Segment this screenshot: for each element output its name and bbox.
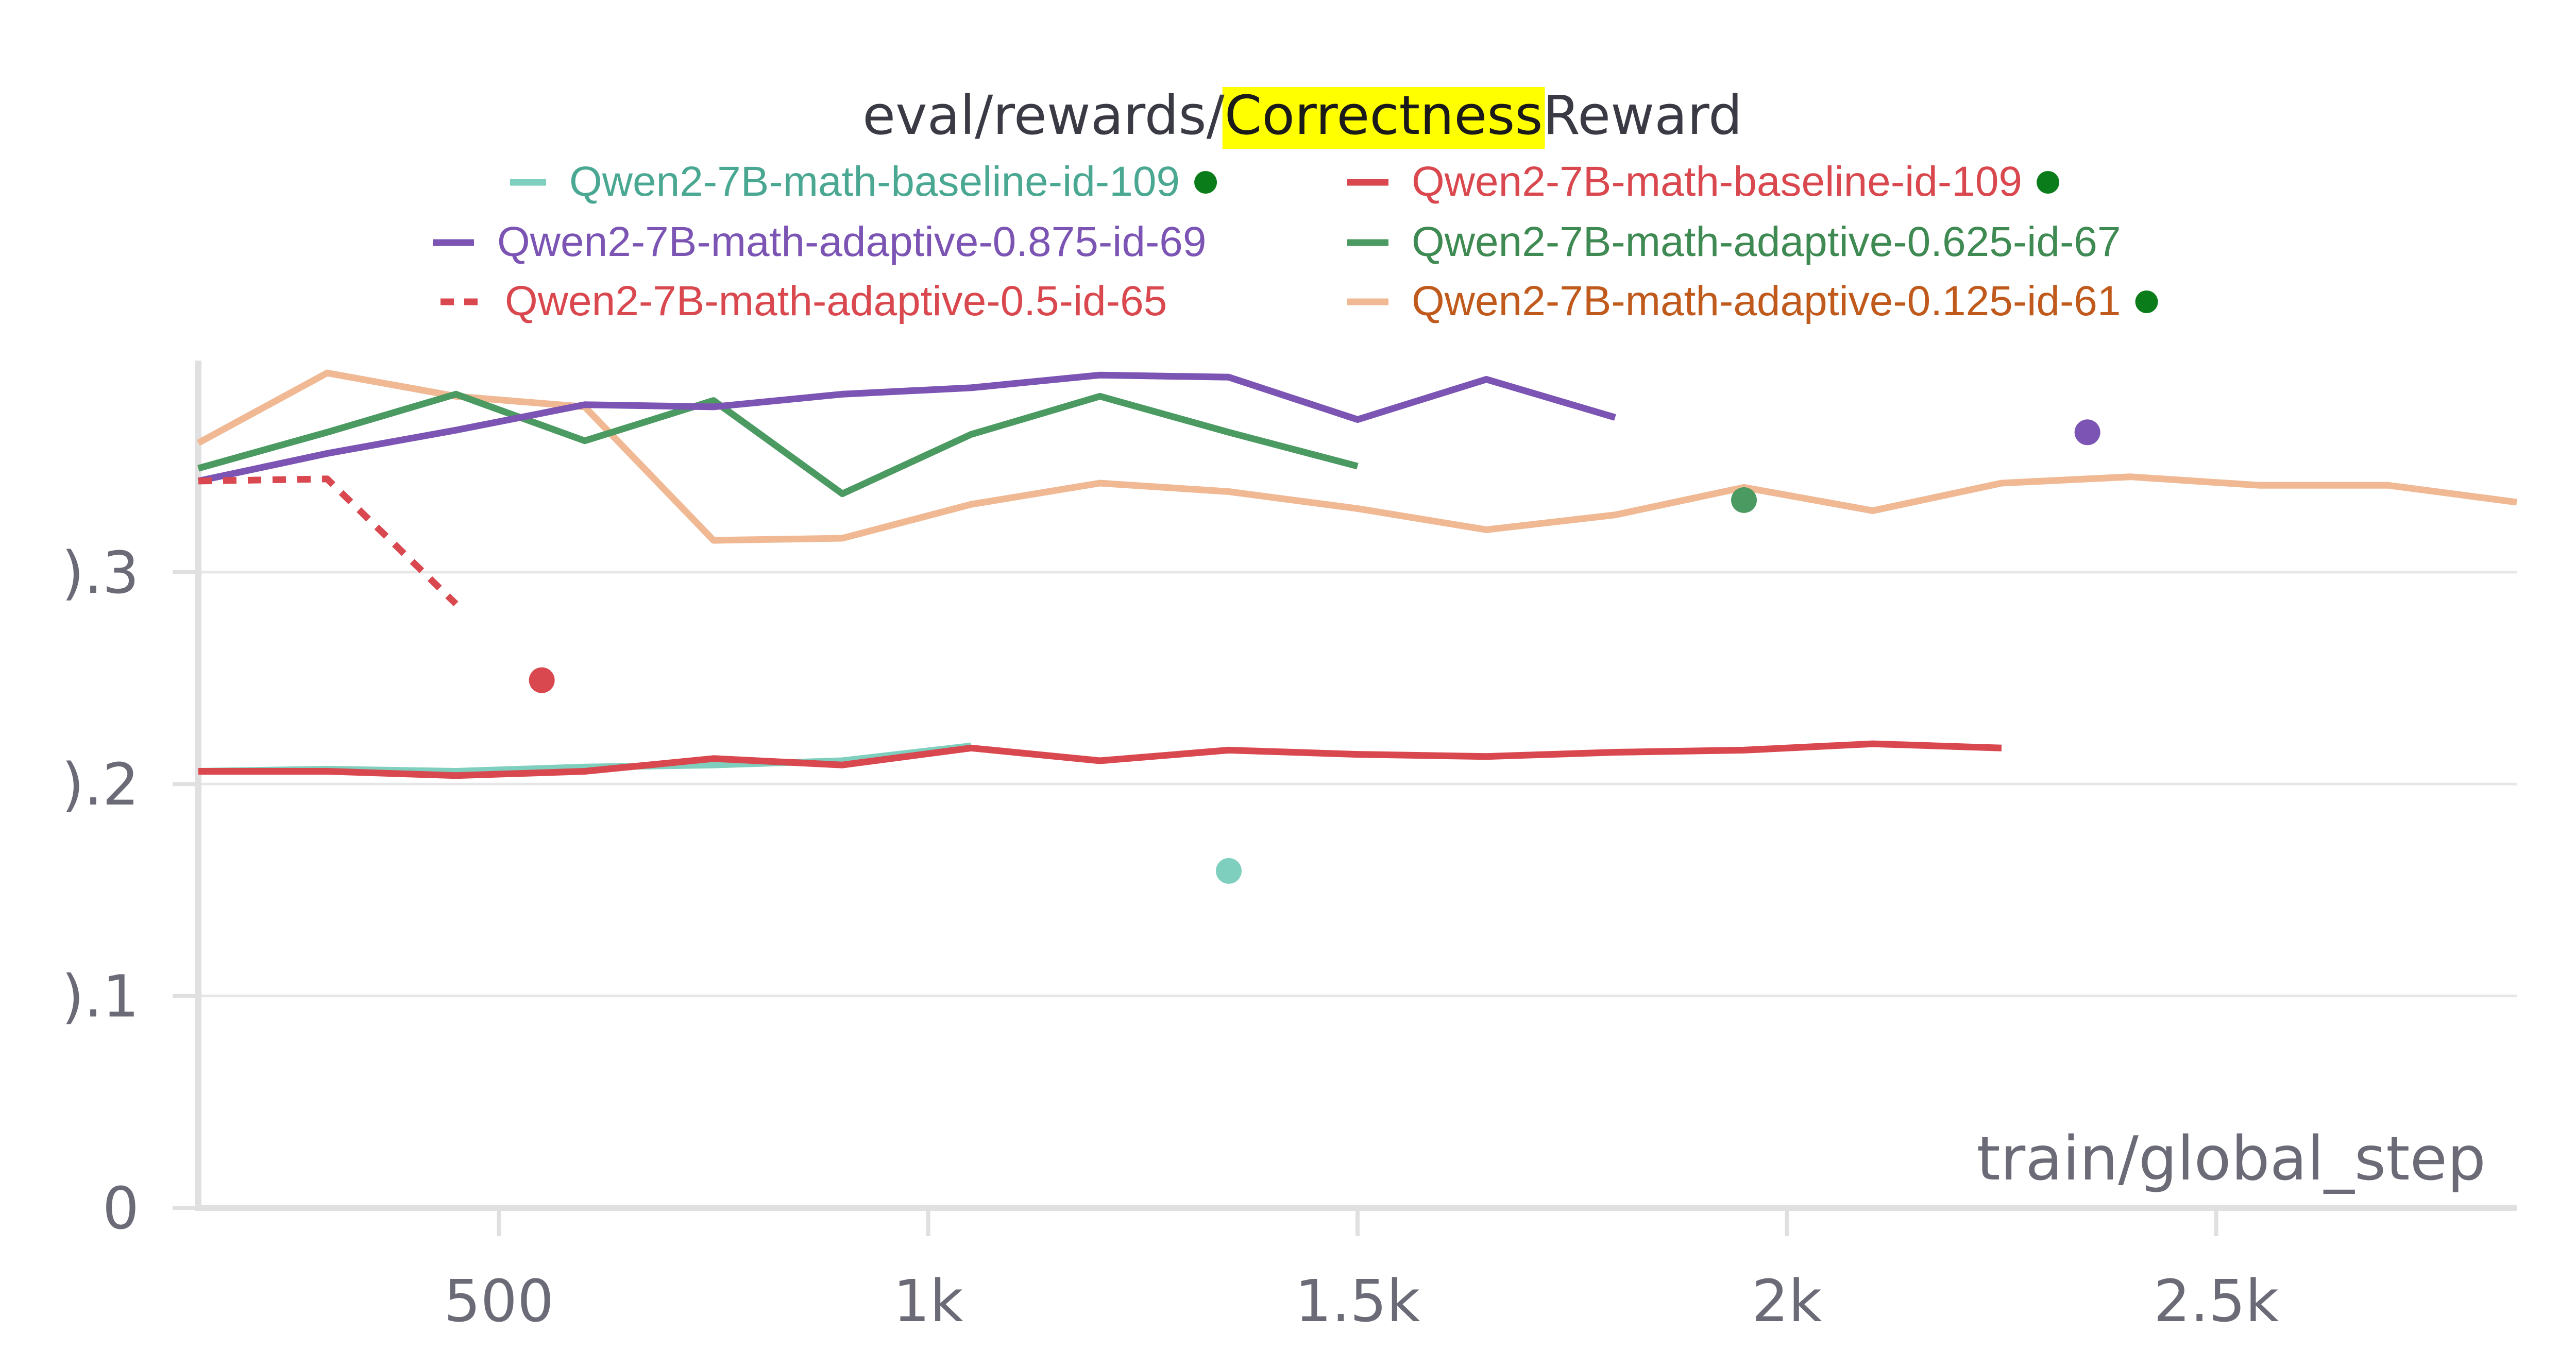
legend-status-dot xyxy=(2037,171,2060,194)
x-tick-label: 1k xyxy=(893,1268,963,1335)
legend-label: Qwen2-7B-math-baseline-id-109 xyxy=(569,158,1180,205)
legend-item-4[interactable]: Qwen2-7B-math-adaptive-0.5-id-65 xyxy=(440,278,1167,324)
legend-item-5[interactable]: Qwen2-7B-math-adaptive-0.125-id-61 xyxy=(1347,278,2158,324)
chart-title: eval/rewards/CorrectnessReward xyxy=(862,84,1742,149)
series-point-1 xyxy=(529,667,555,693)
legend-item-2[interactable]: Qwen2-7B-math-adaptive-0.875-id-69 xyxy=(433,218,1207,265)
series-layer xyxy=(196,369,2517,884)
y-tick-label: ).1 xyxy=(61,964,139,1031)
y-tick-label: ).2 xyxy=(61,751,139,818)
chart-title-text: eval/rewards/CorrectnessReward xyxy=(862,84,1742,147)
grid-lines xyxy=(198,571,2517,998)
legend-label: Qwen2-7B-math-adaptive-0.875-id-69 xyxy=(497,218,1207,265)
axes xyxy=(195,361,2517,1211)
series-line-0 xyxy=(198,742,972,775)
legend-label: Qwen2-7B-math-adaptive-0.625-id-67 xyxy=(1412,218,2121,265)
y-tick-label: ).3 xyxy=(61,540,139,607)
series-line-2 xyxy=(197,371,1616,485)
legend-status-dot xyxy=(1194,171,1217,194)
series-point-0 xyxy=(1216,858,1242,884)
x-tick-label: 1.5k xyxy=(1295,1268,1420,1335)
series-point-3 xyxy=(1731,487,1757,513)
legend-status-dot xyxy=(2135,290,2158,313)
x-axis-title: train/global_step xyxy=(1976,1123,2486,1194)
x-axis-ticks: 500 1k 1.5k 2k 2.5k xyxy=(444,1208,2279,1335)
title-part-after: Reward xyxy=(1543,84,1742,147)
y-axis-ticks: 0 ).1 ).2 ).3 xyxy=(61,540,198,1242)
x-tick-label: 2.5k xyxy=(2154,1268,2279,1335)
legend-item-0[interactable]: Qwen2-7B-math-baseline-id-109 xyxy=(510,158,1217,205)
title-highlight xyxy=(1222,87,1545,149)
x-tick-label: 2k xyxy=(1752,1268,1822,1335)
series-line-4 xyxy=(198,475,459,607)
legend-label: Qwen2-7B-math-baseline-id-109 xyxy=(1412,158,2022,205)
series-point-2 xyxy=(2074,419,2100,446)
series-line-3 xyxy=(197,390,1359,498)
series-line-5 xyxy=(196,369,2517,544)
title-part-before: eval/rewards/ xyxy=(862,84,1225,147)
chart-legend: Qwen2-7B-math-baseline-id-109 Qwen2-7B-ma… xyxy=(433,158,2158,324)
legend-label: Qwen2-7B-math-adaptive-0.5-id-65 xyxy=(505,278,1167,324)
x-tick-label: 500 xyxy=(444,1268,554,1335)
legend-item-1[interactable]: Qwen2-7B-math-baseline-id-109 xyxy=(1347,158,2060,205)
legend-item-3[interactable]: Qwen2-7B-math-adaptive-0.625-id-67 xyxy=(1347,218,2121,265)
y-tick-label: 0 xyxy=(103,1175,139,1242)
legend-label: Qwen2-7B-math-adaptive-0.125-id-61 xyxy=(1412,278,2121,324)
title-part-highlight: Correctness xyxy=(1225,84,1543,147)
series-line-1 xyxy=(198,740,2002,779)
